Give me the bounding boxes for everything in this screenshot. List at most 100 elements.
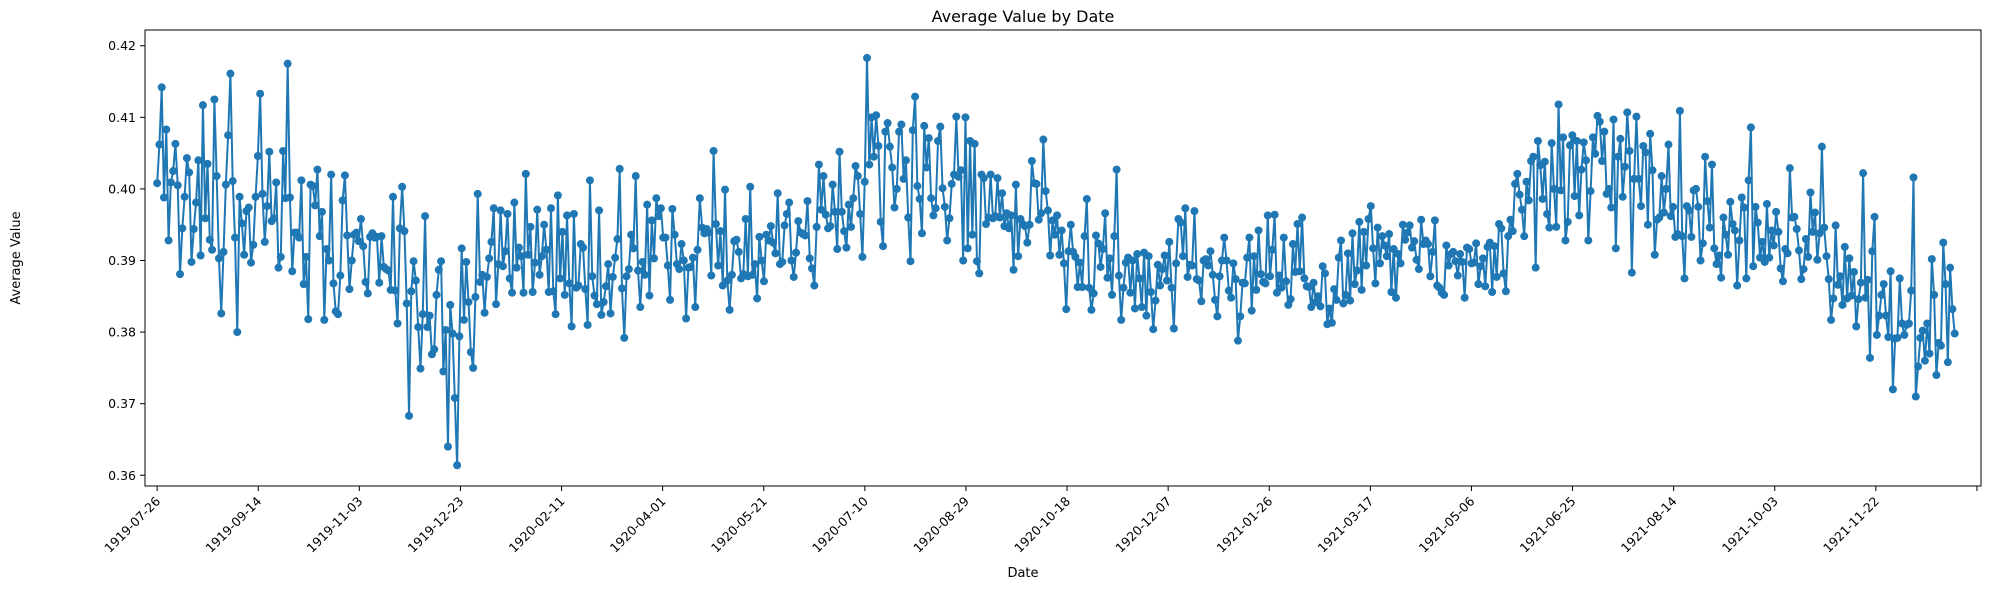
- data-point: 1919-11-03: 0.3958: [356, 214, 365, 223]
- data-point: 1921-11-10: 0.3851: [1847, 291, 1856, 300]
- data-point: 1921-08-02: 0.4077: [1646, 129, 1655, 138]
- data-point: 1920-03-30: 0.3962: [654, 212, 663, 221]
- data-point: 1921-05-25: 0.3957: [1506, 215, 1515, 224]
- data-point: 1920-01-13: 0.3892: [498, 262, 507, 271]
- data-point: 1920-11-01: 0.3935: [1092, 231, 1100, 240]
- data-point: 1920-10-13: 0.3963: [1053, 211, 1062, 220]
- data-point: 1921-06-24: 0.4075: [1568, 131, 1577, 140]
- data-point: 1920-06-11: 0.3983: [803, 197, 812, 206]
- data-point: 1920-04-05: 0.3972: [668, 204, 677, 213]
- y-tick-label: 0.38: [108, 325, 136, 340]
- data-point: 1920-10-02: 0.4007: [1032, 179, 1041, 188]
- data-point: 1921-11-20: 0.3913: [1868, 247, 1877, 256]
- data-point: 1921-07-23: 0.4053: [1625, 146, 1634, 155]
- data-point: 1920-05-05: 0.3880: [727, 270, 736, 279]
- data-point: 1921-08-22: 0.3933: [1687, 232, 1696, 241]
- data-point: 1919-12-25: 0.3898: [462, 257, 471, 266]
- data-point: 1921-08-28: 0.3924: [1698, 239, 1707, 248]
- x-tick-label: 1921-06-25: [1517, 494, 1579, 556]
- data-point: 1921-02-19: 0.3850: [1314, 292, 1323, 301]
- data-point: 1921-01-08: 0.3896: [1229, 259, 1238, 268]
- data-point: 1921-08-30: 0.3983: [1703, 197, 1712, 206]
- data-point: 1920-07-22: 0.4059: [885, 142, 894, 151]
- data-point: 1921-12-14: 0.3792: [1916, 333, 1925, 342]
- data-point: 1920-07-26: 0.4080: [895, 127, 904, 136]
- data-point: 1921-07-08: 0.4094: [1595, 117, 1604, 126]
- data-point: 1921-10-17: 0.3888: [1799, 265, 1808, 274]
- data-point: 1919-12-20: 0.3708: [450, 393, 459, 402]
- data-point: 1921-06-13: 0.3946: [1545, 223, 1554, 232]
- y-tick-label: 0.41: [108, 110, 136, 125]
- data-point: 1920-03-16: 0.3936: [627, 230, 636, 239]
- x-tick-label: 1921-05-06: [1416, 493, 1478, 555]
- data-point: 1920-04-12: 0.3819: [682, 314, 691, 323]
- data-point: 1920-09-07: 0.3951: [982, 220, 991, 228]
- data-point: 1920-01-28: 0.3897: [530, 258, 539, 267]
- data-point: 1921-03-19: 0.3868: [1371, 279, 1380, 288]
- data-point: 1920-09-10: 0.4020: [986, 170, 995, 179]
- data-point: 1921-11-03: 0.3866: [1833, 280, 1842, 289]
- data-point: 1921-09-08: 0.3936: [1721, 230, 1730, 239]
- data-point: 1921-06-16: 0.3947: [1552, 222, 1561, 231]
- data-point: 1920-05-02: 0.3872: [723, 276, 732, 285]
- data-point: 1920-09-13: 0.4015: [993, 174, 1002, 183]
- data-point: 1920-02-29: 0.3970: [595, 206, 604, 215]
- data-point: 1920-06-16: 0.3947: [812, 222, 821, 231]
- data-point: 1919-09-22: 0.4009: [272, 178, 281, 187]
- data-point: 1920-09-03: 0.3899: [972, 257, 981, 266]
- data-point: 1920-08-01: 0.3899: [906, 257, 915, 266]
- data-point: 1920-04-02: 0.3932: [661, 233, 670, 242]
- data-point: 1920-09-04: 0.3882: [975, 269, 984, 278]
- data-point: 1920-08-08: 0.4088: [920, 121, 929, 130]
- data-point: 1919-08-23: 0.4125: [210, 95, 219, 104]
- data-point: 1920-04-10: 0.3923: [677, 240, 686, 249]
- data-point: 1921-04-16: 0.3912: [1428, 247, 1437, 256]
- x-tick-label: 1920-05-21: [708, 494, 770, 556]
- data-point: 1919-08-01: 0.4009: [166, 178, 175, 187]
- data-point: 1920-09-19: 0.3945: [1004, 224, 1013, 233]
- data-point: 1921-07-10: 0.4080: [1600, 127, 1609, 136]
- data-point: 1920-03-14: 0.3878: [622, 272, 631, 281]
- data-point: 1920-08-28: 0.4100: [961, 113, 970, 122]
- data-point: 1921-07-15: 0.4097: [1609, 115, 1618, 124]
- data-point: 1919-11-28: 0.3857: [407, 287, 416, 296]
- data-point: 1920-06-26: 0.3916: [833, 245, 842, 254]
- data-point: 1920-08-04: 0.4004: [913, 182, 922, 191]
- series-line: [156, 56, 1956, 467]
- data-point: 1919-11-26: 0.3840: [402, 299, 411, 308]
- data-point: 1921-06-02: 0.4010: [1522, 177, 1531, 186]
- data-point: 1920-02-11: 0.3940: [558, 227, 567, 236]
- data-point: 1920-09-14: 0.3960: [995, 213, 1004, 222]
- data-point: 1921-12-15: 0.3802: [1918, 326, 1927, 335]
- data-point: 1921-12-12: 0.3752: [1914, 362, 1923, 371]
- data-point: 1921-08-31: 0.3946: [1705, 223, 1714, 232]
- data-point: 1921-11-23: 0.3823: [1875, 311, 1884, 320]
- data-point: 1921-10-10: 0.4029: [1785, 164, 1794, 173]
- data-point: 1921-04-28: 0.3899: [1451, 257, 1460, 266]
- data-point: 1920-11-08: 0.3903: [1105, 254, 1114, 263]
- y-tick-label: 0.36: [108, 468, 136, 483]
- data-point: 1921-01-26: 0.3878: [1266, 272, 1275, 281]
- data-point: 1920-12-29: 0.3880: [1208, 270, 1217, 279]
- data-point: 1920-12-31: 0.3822: [1213, 312, 1222, 321]
- data-point: 1920-03-27: 0.3903: [650, 254, 659, 263]
- data-point: 1921-12-28: 0.3890: [1946, 263, 1955, 272]
- data-point: 1919-07-28: 0.4142: [157, 83, 166, 92]
- data-point: 1921-02-02: 0.3932: [1279, 233, 1288, 242]
- data-point: 1920-07-03: 0.3947: [846, 222, 855, 231]
- data-point: 1920-10-07: 0.3997: [1041, 187, 1050, 196]
- data-point: 1921-06-11: 0.4038: [1540, 157, 1549, 166]
- data-point: 1920-02-12: 0.3852: [560, 290, 569, 299]
- data-point: 1921-07-27: 0.4014: [1634, 174, 1643, 183]
- data-point: 1920-03-01: 0.3824: [597, 310, 606, 319]
- data-point: 1920-12-20: 0.3969: [1190, 207, 1199, 216]
- data-point: 1920-11-13: 0.3817: [1117, 315, 1126, 324]
- x-tick-label: 1919-07-26: [101, 493, 163, 555]
- data-point: 1920-07-25: 0.4000: [892, 184, 901, 193]
- data-point: 1921-03-18: 0.3917: [1369, 244, 1378, 253]
- data-point: 1921-03-12: 0.3859: [1357, 285, 1366, 294]
- x-tick-label: 1920-02-11: [506, 494, 568, 556]
- data-point: 1921-08-27: 0.3900: [1696, 256, 1705, 265]
- data-point: 1919-11-12: 0.3869: [375, 278, 384, 287]
- data-point: 1919-12-31: 0.3993: [473, 189, 482, 198]
